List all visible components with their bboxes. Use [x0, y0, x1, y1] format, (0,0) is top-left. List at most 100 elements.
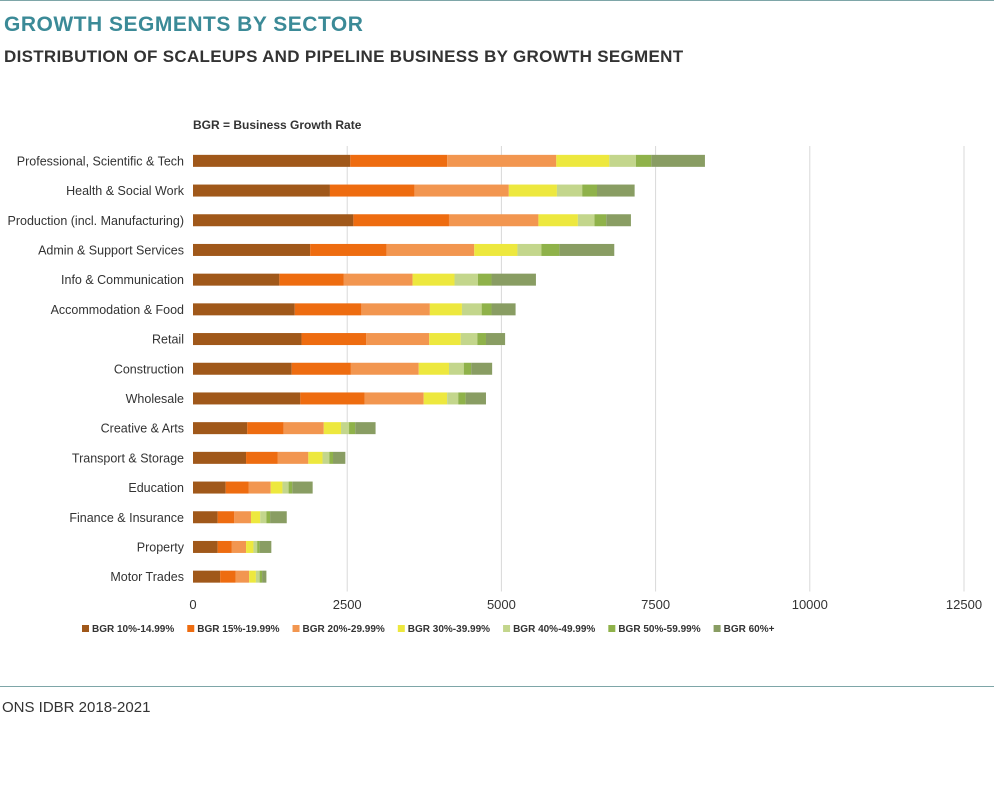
bar-segment: [248, 481, 271, 494]
category-label: Motor Trades: [110, 570, 184, 584]
bar-segment: [247, 422, 284, 435]
bar-segment: [429, 333, 461, 346]
top-rule: [0, 0, 994, 1]
bar-segment: [329, 451, 334, 464]
bar-segment: [651, 154, 705, 167]
bar-segment: [471, 362, 493, 375]
bar-segment: [193, 243, 311, 256]
bar-segment: [361, 303, 430, 316]
bar-segment: [193, 214, 354, 227]
bar-segment: [270, 481, 283, 494]
bar-segment: [635, 154, 652, 167]
bar-segment: [257, 540, 260, 553]
bar-segment: [448, 214, 539, 227]
bar-segment: [386, 243, 475, 256]
bar-segment: [508, 184, 557, 197]
bar-segment: [343, 273, 413, 286]
legend-label: BGR 40%-49.99%: [513, 624, 595, 635]
category-label: Construction: [114, 362, 184, 376]
source-note: ONS IDBR 2018-2021: [2, 699, 151, 716]
bar-segment: [231, 540, 247, 553]
bar-segment: [193, 303, 295, 316]
bar-segment: [294, 303, 362, 316]
bar-segment: [193, 481, 226, 494]
bar-segment: [465, 392, 486, 405]
bgr-note: BGR = Business Growth Rate: [193, 118, 362, 132]
category-label: Production (incl. Manufacturing): [8, 214, 184, 228]
bar-segment: [260, 511, 267, 524]
bar-segment: [266, 511, 271, 524]
bar-segment: [477, 333, 486, 346]
bar-segment: [556, 154, 610, 167]
legend-swatch: [82, 625, 89, 632]
bar-segment: [225, 481, 249, 494]
bar-segment: [597, 184, 635, 197]
bars: [193, 154, 705, 583]
bar-segment: [220, 570, 236, 583]
bar-segment: [429, 303, 462, 316]
category-label: Wholesale: [126, 392, 184, 406]
bar-segment: [412, 273, 455, 286]
x-tick-label: 5000: [487, 597, 516, 612]
bar-segment: [283, 422, 324, 435]
bar-segment: [414, 184, 509, 197]
bar-segment: [366, 333, 430, 346]
bar-segment: [341, 422, 350, 435]
bar-segment: [556, 184, 583, 197]
bar-segment: [234, 511, 251, 524]
bar-segment: [310, 243, 387, 256]
bar-segment: [491, 303, 516, 316]
legend-swatch: [187, 625, 195, 632]
category-label: Education: [128, 481, 184, 495]
bottom-rule: [0, 686, 994, 687]
bar-segment: [350, 362, 419, 375]
category-label: Admin & Support Services: [38, 243, 184, 257]
legend-swatch: [713, 625, 721, 632]
category-label: Creative & Arts: [101, 422, 184, 436]
bar-segment: [541, 243, 560, 256]
legend: BGR 10%-14.99% BGR 15%-19.99% BGR 20%-29.9…: [82, 624, 775, 635]
bar-segment: [460, 333, 478, 346]
legend-swatch: [608, 625, 616, 632]
bar-segment: [353, 214, 449, 227]
chart-subtitle: DISTRIBUTION OF SCALEUPS AND PIPELINE BU…: [4, 47, 684, 66]
category-label: Professional, Scientific & Tech: [17, 154, 184, 168]
category-label: Property: [137, 540, 185, 554]
x-tick-label: 12500: [946, 597, 982, 612]
category-label: Info & Communication: [61, 273, 184, 287]
bar-segment: [249, 570, 256, 583]
bar-segment: [609, 154, 636, 167]
legend-swatch: [503, 625, 511, 632]
bar-segment: [193, 511, 218, 524]
category-labels: Professional, Scientific & Tech Health & …: [8, 154, 185, 584]
bar-segment: [193, 422, 248, 435]
bar-segment: [259, 570, 263, 583]
bar-segment: [594, 214, 607, 227]
bar-segment: [262, 570, 267, 583]
bar-segment: [349, 422, 356, 435]
bar-segment: [329, 184, 415, 197]
x-tick-label: 2500: [333, 597, 362, 612]
bar-segment: [308, 451, 323, 464]
bar-segment: [193, 540, 218, 553]
bar-segment: [517, 243, 542, 256]
legend-label: BGR 50%-59.99%: [618, 624, 700, 635]
bar-segment: [246, 540, 254, 553]
bar-segment: [458, 392, 466, 405]
bar-segment: [423, 392, 448, 405]
bar-segment: [322, 451, 330, 464]
bar-segment: [193, 451, 247, 464]
bar-segment: [454, 273, 478, 286]
bar-segment: [300, 392, 365, 405]
bar-segment: [277, 451, 309, 464]
bar-segment: [193, 362, 292, 375]
bar-segment: [448, 362, 464, 375]
bar-segment: [355, 422, 376, 435]
chart-title: GROWTH SEGMENTS BY SECTOR: [4, 13, 364, 36]
bar-segment: [246, 451, 278, 464]
bar-segment: [193, 154, 351, 167]
bar-segment: [279, 273, 344, 286]
bar-segment: [474, 243, 518, 256]
legend-label: BGR 10%-14.99%: [92, 624, 174, 635]
bar-segment: [235, 570, 250, 583]
